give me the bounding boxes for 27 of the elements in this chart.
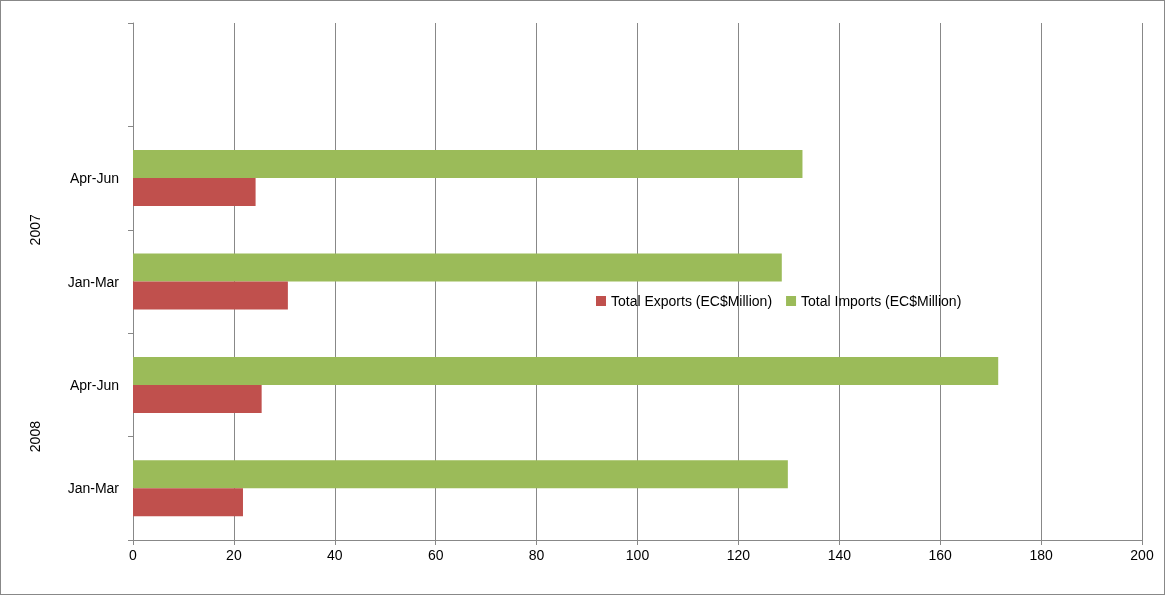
x-tick-label: 200 [1130,547,1154,563]
x-tick-label: 140 [827,547,852,563]
bar [133,178,256,207]
text: 2007 [27,214,43,246]
text: 2008 [27,420,43,453]
x-tick-label: 120 [726,547,751,563]
bar [133,150,803,179]
legend-label: Total Exports (EC$Million) [611,293,773,309]
x-tick-label: 60 [427,547,444,563]
bar [133,281,288,310]
x-tick-label: 80 [528,547,545,563]
bar [133,356,999,385]
x-tick-label: 40 [327,547,343,563]
bar [133,460,788,489]
legend-label: Total Imports (EC$Million) [801,293,962,309]
y-tick-label: Jan-Mar [67,273,120,290]
y-tick-label: Apr-Jun [69,170,119,187]
x-tick-label: 100 [625,547,650,563]
x-tick-label: 0 [129,547,138,563]
bar [133,253,782,282]
y-tick-label: Jan-Mar [67,480,120,497]
x-tick-label: 180 [1029,547,1053,563]
x-tick-label: 20 [226,547,242,563]
x-tick-label: 160 [928,547,953,563]
y-tick-label: Apr-Jun [69,376,119,393]
bar [133,488,243,517]
bar [133,384,262,413]
